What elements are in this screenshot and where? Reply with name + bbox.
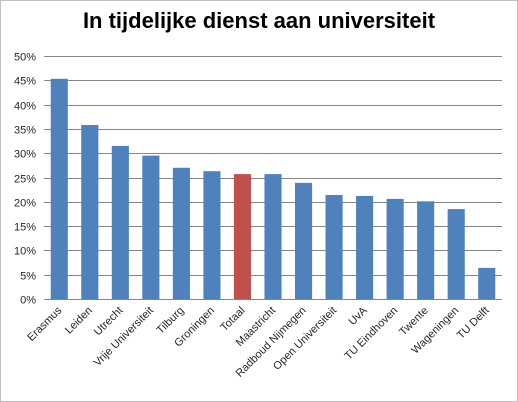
y-tick-label: 15% [14, 222, 36, 234]
bar-radboud-nijmegen [294, 182, 313, 299]
y-tick-label: 10% [14, 246, 36, 258]
x-category-label: UvA [347, 304, 371, 328]
x-category-label: TU Delft [455, 305, 492, 342]
bar-groningen [203, 171, 221, 299]
bar-maastricht [264, 174, 282, 299]
bar-open-universiteit [325, 194, 343, 299]
bar-wageningen [447, 209, 465, 299]
bar-uva [356, 195, 374, 299]
y-tick-label: 35% [14, 125, 36, 137]
y-axis-tick-labels: 0% 5% 10% 15% 20% 25% 30% 35% 40% 45% 50% [14, 52, 36, 307]
bar-tilburg [172, 167, 190, 299]
bars [50, 78, 496, 300]
bar-leiden [81, 125, 99, 300]
chart-title: In tijdelijke dienst aan universiteit [82, 8, 436, 33]
bar-vrije-universiteit [142, 155, 160, 299]
x-category-label: TU Eindhoven [342, 305, 400, 363]
bar-utrecht [111, 145, 129, 299]
y-tick-label: 40% [14, 101, 36, 113]
bar-tu-eindhoven [386, 198, 404, 299]
y-tick-label: 0% [20, 295, 36, 307]
bar-tu-delft [478, 267, 496, 299]
y-tick-label: 45% [14, 76, 36, 88]
bar-twente [417, 201, 435, 299]
y-tick-label: 5% [20, 271, 36, 283]
y-tick-label: 30% [14, 149, 36, 161]
x-category-label: Totaal [218, 305, 247, 334]
y-tick-label: 20% [14, 198, 36, 210]
bar-erasmus [50, 78, 68, 299]
y-tick-label: 25% [14, 174, 36, 186]
x-category-label: Leiden [63, 305, 95, 337]
x-category-label: Erasmus [25, 304, 65, 344]
bar-totaal [233, 174, 252, 299]
y-tick-label: 50% [14, 52, 36, 64]
